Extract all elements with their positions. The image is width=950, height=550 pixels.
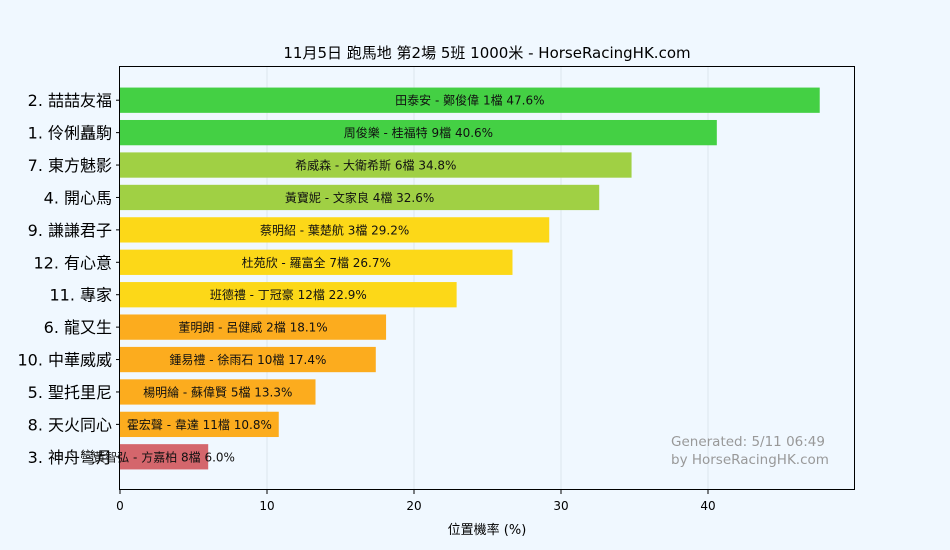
bar-data-label: 黃智弘 - 方嘉柏 8檔 6.0% (93, 449, 235, 464)
category-label: 5. 聖托里尼 (28, 383, 112, 402)
bar (120, 411, 279, 438)
bar-labels: 田泰安 - 鄭俊偉 1檔 47.6% 周俊樂 - 桂福特 9檔 40.6% 希威森 … (93, 93, 544, 465)
category-label: 1. 伶俐矗駒 (28, 124, 112, 143)
bar (120, 444, 209, 470)
category-label: 9. 謙謙君子 (28, 221, 112, 240)
x-tick-label: 0 (116, 499, 124, 513)
chart-title: 11月5日 跑馬地 第2場 5班 1000米 - HorseRacingHK.c… (283, 44, 690, 62)
bar (120, 346, 376, 373)
x-axis-ticks: 0 10 20 30 40 (116, 490, 716, 513)
x-axis-title: 位置機率 (%) (448, 522, 527, 538)
bar-data-label: 田泰安 - 鄭俊偉 1檔 47.6% (395, 93, 544, 108)
x-tick-label: 10 (259, 499, 274, 513)
bars-group (120, 87, 820, 470)
bar-data-label: 霍宏聲 - 韋達 11檔 10.8% (127, 417, 272, 432)
category-label: 10. 中華威威 (17, 351, 112, 370)
bar-data-label: 周俊樂 - 桂福特 9檔 40.6% (344, 125, 493, 140)
bar-data-label: 杜苑欣 - 羅富全 7檔 26.7% (242, 255, 391, 270)
bar-data-label: 蔡明紹 - 葉楚航 3檔 29.2% (260, 222, 409, 237)
bar (120, 152, 632, 178)
category-label: 3. 神舟彎月 (28, 448, 112, 467)
category-label: 12. 有心意 (33, 253, 112, 272)
bar (120, 379, 316, 405)
category-label: 7. 東方魅影 (28, 156, 112, 175)
bar (120, 119, 717, 146)
bar (120, 217, 550, 243)
category-label: 2. 喆喆友福 (28, 91, 112, 110)
x-tick-label: 20 (406, 499, 421, 513)
watermark-line-1: Generated: 5/11 06:49 (671, 434, 825, 450)
category-label: 4. 開心馬 (44, 188, 112, 207)
bar-data-label: 董明朗 - 呂健威 2檔 18.1% (178, 321, 327, 335)
bar (120, 314, 387, 340)
bar (120, 249, 513, 275)
bar (120, 184, 600, 211)
category-label: 11. 專家 (49, 286, 112, 305)
category-labels: 2. 喆喆友福 1. 伶俐矗駒 7. 東方魅影 4. 開心馬 9. 謙謙君子 12. 有心… (17, 91, 120, 467)
bar-data-label: 楊明綸 - 蘇偉賢 5檔 13.3% (143, 384, 292, 399)
bar-data-label: 黃寶妮 - 文家良 4檔 32.6% (285, 190, 434, 205)
category-label: 8. 天火同心 (28, 415, 112, 434)
x-tick-label: 40 (700, 499, 715, 513)
bar (120, 282, 457, 308)
category-label: 6. 龍又生 (44, 318, 112, 337)
plot-frame (119, 66, 855, 490)
bar-data-label: 班德禮 - 丁冠豪 12檔 22.9% (210, 287, 367, 302)
bar-data-label: 鍾易禮 - 徐雨石 10檔 17.4% (169, 352, 326, 367)
x-tick-label: 30 (553, 499, 568, 513)
watermark-line-2: by HorseRacingHK.com (671, 452, 829, 468)
bar-data-label: 希威森 - 大衛希斯 6檔 34.8% (295, 158, 456, 173)
bar (120, 87, 820, 113)
